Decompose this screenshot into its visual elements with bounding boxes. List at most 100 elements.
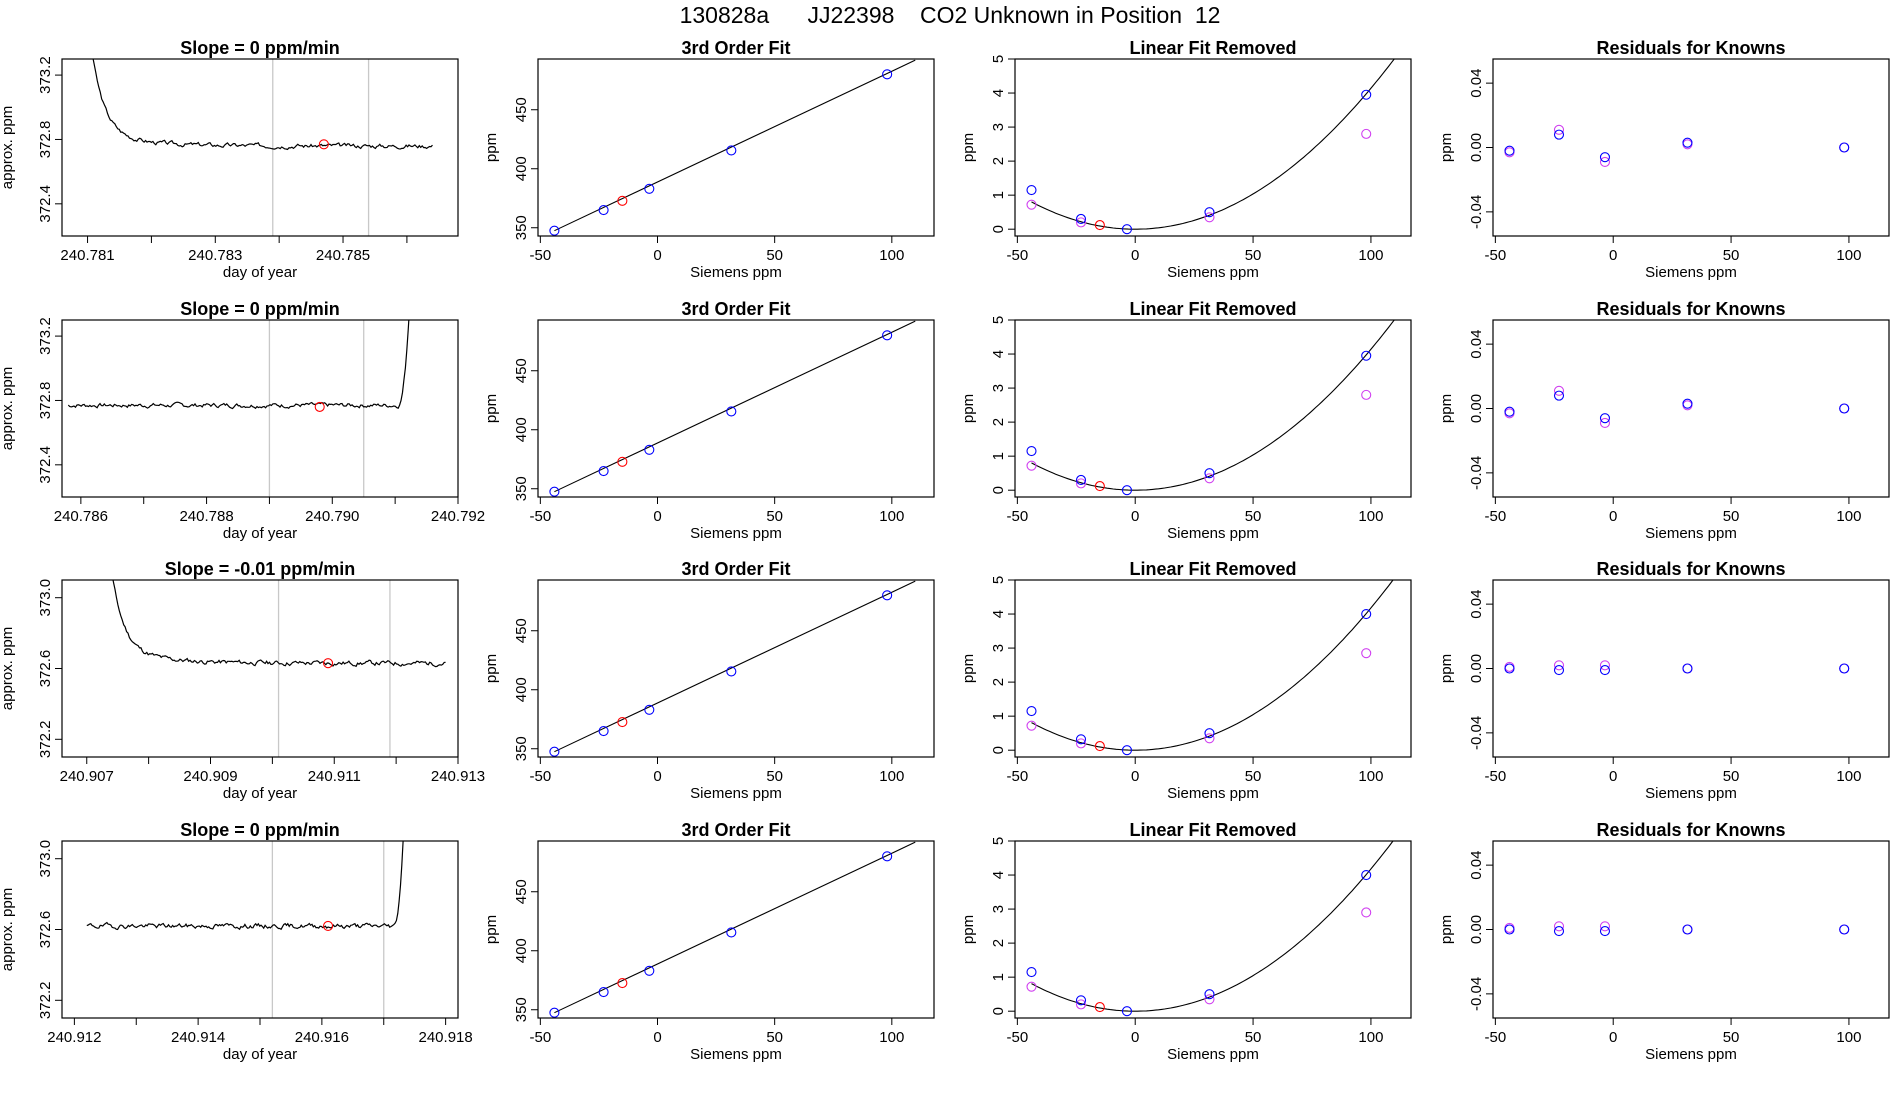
known-point [644,965,655,976]
x-tick-label: 240.909 [183,768,237,785]
x-tick-label: 50 [766,1029,783,1046]
x-tick-label: 100 [879,508,904,525]
x-tick-label: 100 [879,247,904,264]
known-point [1026,966,1037,978]
trace-line [92,59,433,151]
alt-fit-point [1553,385,1565,396]
unknown-point [1094,741,1105,752]
y-axis-label: ppm [960,133,977,162]
fit3-panel-4: 3rd Order Fit -50 0 50 100 350 400 450 Siemens p… [483,820,935,1063]
y-axis-label: approx. ppm [0,888,16,971]
x-tick-label: 240.918 [419,1029,473,1046]
y-tick-label: 372.8 [37,121,54,159]
x-tick-label: -50 [529,1029,551,1046]
fit-line [554,320,916,493]
alt-fit-point [1075,217,1087,228]
y-axis-label: ppm [483,133,500,162]
known-point [882,330,893,341]
known-point [644,704,655,715]
chart-title: 3rd Order Fit [681,38,790,58]
y-tick-label: 3 [990,644,1007,652]
plot-frame [1014,319,1412,498]
x-tick-label: 50 [1245,247,1262,264]
x-tick-label: 100 [879,1029,904,1046]
known-point [1504,924,1515,935]
y-tick-label: 2 [990,939,1007,947]
y-axis-label: ppm [1438,915,1455,944]
fit-line [554,59,916,232]
y-tick-label: 3 [990,384,1007,392]
x-axis-label: Siemens ppm [1645,785,1737,802]
y-tick-label: -0.04 [1468,195,1485,229]
x-tick-label: 240.785 [316,247,370,264]
y-tick-label: 373.0 [37,840,54,878]
y-axis-label: ppm [960,654,977,683]
y-axis-label: ppm [483,915,500,944]
x-axis-label: Siemens ppm [1645,264,1737,281]
known-point [1504,406,1515,417]
plot-area [112,580,446,757]
known-point [1204,728,1215,739]
y-tick-label: 1 [990,712,1007,720]
x-tick-label: 240.790 [305,508,359,525]
x-tick-label: 50 [1245,768,1262,785]
plot-area [1504,124,1850,168]
chart-title: Linear Fit Removed [1129,820,1296,840]
unknown-point [1094,220,1105,231]
x-tick-label: 50 [766,508,783,525]
x-tick-label: -50 [529,508,551,525]
known-point [644,444,655,455]
y-tick-label: 450 [513,618,530,643]
x-tick-label: 100 [1836,1029,1861,1046]
y-axis-label: ppm [960,915,977,944]
alt-fit-point [1026,981,1037,992]
chart-title: 3rd Order Fit [681,559,790,579]
y-tick-label: 400 [513,417,530,442]
unknown-point [314,401,325,412]
plot-frame [537,58,935,237]
known-point [1553,129,1565,140]
x-tick-label: 0 [1131,247,1139,264]
fit-line [554,580,916,753]
y-axis-label: approx. ppm [0,627,16,710]
y-tick-label: 372.8 [37,382,54,420]
alt-fit-point [1361,128,1372,139]
y-tick-label: 5 [990,55,1007,63]
chart-title: Linear Fit Removed [1129,559,1296,579]
known-point [1121,224,1133,235]
chart-title: Slope = 0 ppm/min [180,820,340,840]
y-tick-label: 0 [990,225,1007,233]
chart-title: Residuals for Knowns [1596,299,1785,319]
plot-frame [61,840,459,1019]
y-axis-label: ppm [1438,654,1455,683]
y-tick-label: 4 [990,350,1007,358]
known-point [598,986,609,998]
plot-frame [1492,319,1890,498]
plot-area [1026,320,1395,496]
y-tick-label: 372.4 [37,185,54,223]
chart-title: Slope = -0.01 ppm/min [165,559,356,579]
x-tick-label: 240.781 [60,247,114,264]
known-point [1075,474,1087,486]
alt-fit-point [1204,733,1215,744]
page-title: 130828a JJ22398 CO2 Unknown in Position … [679,2,1221,28]
known-point [1026,184,1037,196]
x-tick-label: 0 [653,508,661,525]
x-tick-label: 240.786 [54,508,108,525]
known-point [1839,663,1850,674]
chart-title: Residuals for Knowns [1596,820,1785,840]
y-tick-label: 450 [513,879,530,904]
x-tick-label: -50 [1007,247,1029,264]
trace-line [67,320,410,410]
known-point [726,666,737,677]
alt-fit-point [1026,720,1037,731]
known-point [1075,995,1087,1006]
y-tick-label: 373.2 [37,56,54,94]
y-tick-label: 350 [513,215,530,240]
x-tick-label: -50 [1007,508,1029,525]
unknown-point [617,456,628,467]
plot-area [1504,660,1850,676]
x-axis-label: Siemens ppm [690,525,782,542]
fit3-panel-2: 3rd Order Fit -50 0 50 100 350 400 450 Siemens p… [483,299,935,542]
x-axis-label: Siemens ppm [1167,1046,1259,1063]
